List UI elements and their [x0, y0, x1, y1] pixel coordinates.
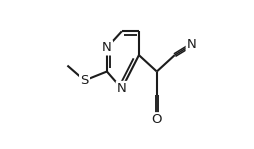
Text: N: N	[117, 82, 127, 95]
Text: O: O	[152, 113, 162, 127]
Text: S: S	[80, 74, 89, 87]
Text: N: N	[187, 38, 197, 51]
Text: N: N	[102, 41, 112, 54]
